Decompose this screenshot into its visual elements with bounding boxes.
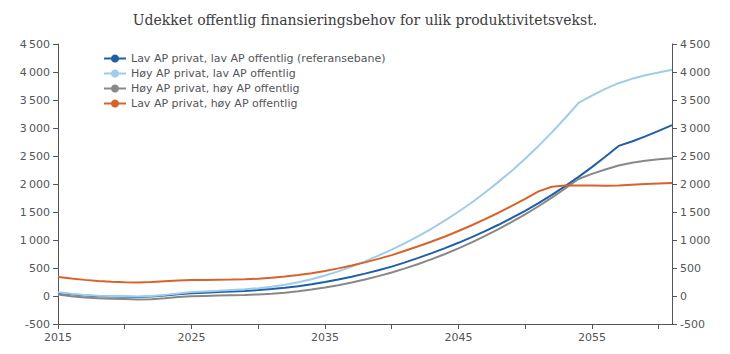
svg-text:4 500: 4 500 [680, 38, 710, 51]
svg-text:-500: -500 [680, 318, 705, 331]
svg-text:2025: 2025 [177, 331, 205, 344]
svg-text:Høy AP privat, lav AP offentli: Høy AP privat, lav AP offentlig [131, 67, 296, 80]
svg-text:2035: 2035 [311, 331, 339, 344]
svg-text:Udekket offentlig finansiering: Udekket offentlig finansieringsbehov for… [133, 12, 597, 28]
svg-text:2055: 2055 [578, 331, 606, 344]
svg-text:1 500: 1 500 [20, 206, 50, 219]
svg-text:4 500: 4 500 [20, 38, 50, 51]
svg-text:3 000: 3 000 [20, 122, 50, 135]
svg-text:2 000: 2 000 [680, 178, 710, 191]
svg-text:2 500: 2 500 [20, 150, 50, 163]
svg-text:2015: 2015 [44, 331, 72, 344]
svg-text:2 000: 2 000 [20, 178, 50, 191]
svg-text:3 500: 3 500 [680, 94, 710, 107]
svg-text:4 000: 4 000 [680, 66, 710, 79]
svg-text:2 500: 2 500 [680, 150, 710, 163]
svg-text:500: 500 [29, 262, 50, 275]
svg-text:1 000: 1 000 [20, 234, 50, 247]
svg-text:500: 500 [680, 262, 701, 275]
svg-text:0: 0 [680, 290, 687, 303]
svg-text:-500: -500 [25, 318, 50, 331]
svg-text:Lav AP privat, lav AP offentli: Lav AP privat, lav AP offentlig (referan… [131, 52, 386, 65]
svg-text:2045: 2045 [444, 331, 472, 344]
svg-text:0: 0 [43, 290, 50, 303]
svg-text:4 000: 4 000 [20, 66, 50, 79]
svg-text:Høy AP privat, høy AP offentli: Høy AP privat, høy AP offentlig [131, 82, 300, 95]
svg-text:3 500: 3 500 [20, 94, 50, 107]
svg-text:3 000: 3 000 [680, 122, 710, 135]
svg-text:Lav AP privat, høy AP offentli: Lav AP privat, høy AP offentlig [131, 97, 297, 110]
svg-text:1 000: 1 000 [680, 234, 710, 247]
svg-text:1 500: 1 500 [680, 206, 710, 219]
